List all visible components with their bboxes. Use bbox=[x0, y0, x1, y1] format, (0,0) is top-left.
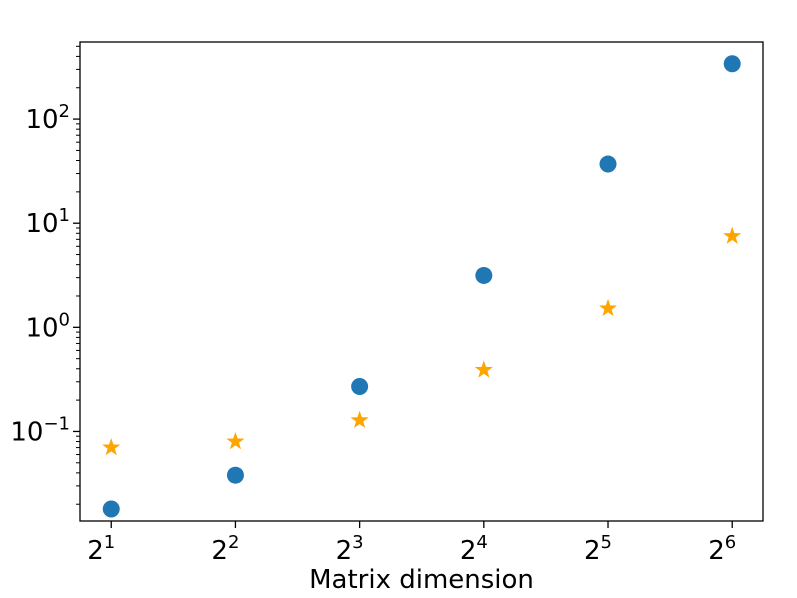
x-tick-base: 2 bbox=[708, 536, 725, 566]
x-tick-label: 23 bbox=[336, 532, 364, 566]
data-point-circle bbox=[723, 55, 741, 73]
y-tick-base: 10 bbox=[25, 209, 58, 239]
data-point-circle bbox=[351, 378, 369, 396]
y-tick-exponent: 1 bbox=[59, 205, 70, 226]
data-point-star bbox=[102, 438, 121, 456]
y-minor-ticks bbox=[76, 45, 80, 505]
x-tick-exponent: 1 bbox=[104, 532, 115, 553]
x-ticks: 21 22 23 24 25 26 bbox=[87, 521, 736, 566]
x-tick-exponent: 5 bbox=[601, 532, 612, 553]
y-tick-label: 100 bbox=[25, 309, 70, 343]
x-tick-base: 2 bbox=[460, 536, 477, 566]
data-point-star bbox=[350, 410, 369, 428]
x-tick-label: 24 bbox=[460, 532, 488, 566]
y-tick-label: 102 bbox=[25, 101, 70, 135]
data-point-circle bbox=[102, 500, 120, 518]
data-point-star bbox=[598, 298, 618, 317]
y-tick-exponent: −1 bbox=[43, 413, 70, 434]
x-tick-exponent: 6 bbox=[725, 532, 736, 553]
x-tick-base: 2 bbox=[336, 536, 353, 566]
data-point-circle bbox=[599, 155, 617, 173]
y-tick-label: 101 bbox=[25, 205, 70, 239]
x-tick-label: 26 bbox=[708, 532, 736, 566]
x-tick-label: 21 bbox=[87, 532, 115, 566]
x-tick-label: 25 bbox=[584, 532, 612, 566]
data-point-star bbox=[474, 360, 493, 378]
y-tick-base: 10 bbox=[10, 417, 43, 447]
x-axis-label: Matrix dimension bbox=[309, 565, 534, 595]
data-point-circle bbox=[226, 466, 244, 484]
data-point-circle bbox=[475, 266, 493, 284]
plot-frame bbox=[79, 41, 764, 522]
y-tick-exponent: 2 bbox=[59, 101, 70, 122]
data-point-star bbox=[723, 226, 742, 244]
y-tick-base: 10 bbox=[25, 105, 58, 135]
x-tick-base: 2 bbox=[584, 536, 601, 566]
data-marks bbox=[102, 55, 742, 518]
x-tick-label: 22 bbox=[211, 532, 239, 566]
y-tick-base: 10 bbox=[25, 313, 58, 343]
x-tick-base: 2 bbox=[87, 536, 104, 566]
x-tick-exponent: 3 bbox=[352, 532, 363, 553]
x-tick-exponent: 4 bbox=[476, 532, 487, 553]
y-tick-label: 10−1 bbox=[10, 413, 70, 447]
x-tick-exponent: 2 bbox=[228, 532, 239, 553]
data-point-star bbox=[226, 432, 245, 450]
y-tick-exponent: 0 bbox=[59, 309, 70, 330]
x-tick-base: 2 bbox=[211, 536, 228, 566]
